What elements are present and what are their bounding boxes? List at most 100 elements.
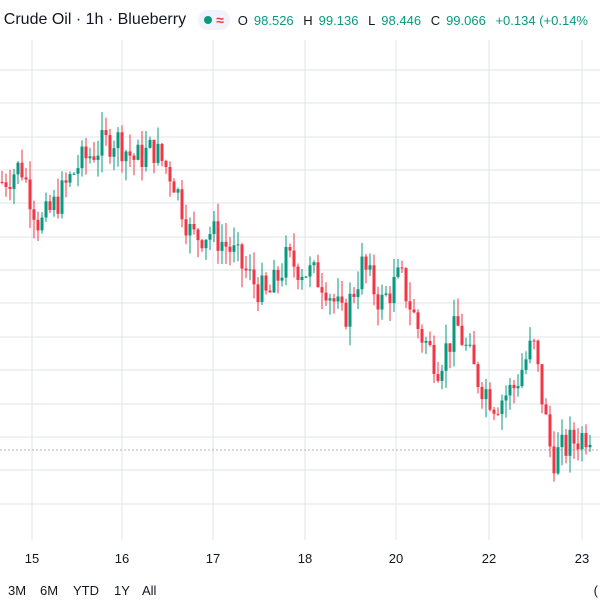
candle-body [100,130,104,156]
candle-body [156,143,160,163]
x-tick-label: 23 [575,551,589,566]
candle-body [4,182,8,187]
candle-body [296,266,300,281]
candle-body [252,269,256,285]
candle-body [452,316,456,352]
candle-body [400,267,404,269]
candle-body [528,340,532,360]
candle-body [580,432,584,450]
candle-body [228,246,232,252]
candle-body [136,144,140,160]
candle-body [88,156,92,159]
candle-body [472,344,476,365]
candle-body [288,247,292,251]
range-ytd[interactable]: YTD [73,583,99,598]
range-all[interactable]: All [142,583,157,598]
candle-body [300,276,304,281]
candle-body [576,443,580,450]
candle-body [104,130,108,136]
candle-body [396,267,400,277]
candle-body [200,240,204,249]
candle-body [428,341,432,345]
candle-body [96,155,100,160]
range-1y[interactable]: 1Y [114,583,130,598]
candle-body [340,296,344,303]
candle-body [476,364,480,388]
candle-body [496,413,500,415]
candle-body [272,269,276,293]
candle-body [216,221,220,251]
candle-body [68,174,72,183]
candle-body [392,276,396,304]
candle-body [408,301,412,310]
candle-body [116,132,120,149]
candle-body [348,293,352,327]
range-bar: 3M 6M YTD 1Y All [0,583,600,600]
candle-body [244,268,248,271]
candle-body [160,143,164,161]
range-3m[interactable]: 3M [8,583,27,598]
market-status-pill[interactable]: ≈ [198,10,230,30]
candle-body [376,294,380,310]
candle-body [148,139,152,148]
candle-body [444,343,448,371]
candle-body [264,275,268,291]
candle-body [72,173,76,175]
candle-body [504,395,508,401]
candle-body [152,139,156,163]
candle-body [456,316,460,326]
candle-body [80,146,84,169]
candle-body [168,166,172,182]
candle-body [432,344,436,374]
x-tick-label: 16 [115,551,129,566]
candle-body [144,147,148,168]
candle-body [304,276,308,278]
candle-body [0,181,4,183]
candle-body [196,229,200,241]
candle-body [236,244,240,246]
candle-body [248,269,252,271]
candle-body [232,245,236,252]
candle-body [268,290,272,293]
candle-body [64,180,68,183]
x-tick-label: 22 [482,551,496,566]
corner-label: ( [593,583,598,598]
candle-body [380,294,384,310]
wave-icon: ≈ [216,12,224,28]
candle-body [120,132,124,162]
candle-body [124,151,128,162]
low-value: 98.446 [381,12,422,28]
candle-body [176,189,180,193]
candle-body [464,344,468,346]
candle-body [336,296,340,302]
candle-body [40,217,44,231]
close-value: 99.066 [446,12,486,28]
candle-body [360,256,364,290]
candle-body [520,369,524,387]
candle-body [316,262,320,288]
candle-body [372,265,376,295]
candle-body [320,287,324,293]
candle-body [240,244,244,269]
candle-body [36,219,40,231]
candle-body [500,400,504,415]
candle-body [76,168,80,174]
candle-body [52,196,56,210]
candle-body [180,189,184,220]
candle-body [24,177,28,180]
candle-body [480,387,484,400]
symbol-title[interactable]: nt Crude Oil · 1h · Blueberry [0,11,187,28]
price-chart[interactable]: 15 16 17 18 20 22 23 [0,40,600,580]
candle-body [276,269,280,281]
range-6m[interactable]: 6M [40,583,59,598]
candle-body [164,160,168,167]
candle-body [492,409,496,414]
candle-body [12,174,16,189]
candle-body [208,234,212,240]
candle-body [44,201,48,218]
candle-body [308,265,312,277]
candle-body [484,389,488,400]
candle-body [92,156,96,160]
chart-header: nt Crude Oil · 1h · Blueberry ≈ O 98.526 … [0,0,600,40]
x-tick-label: 17 [206,551,220,566]
